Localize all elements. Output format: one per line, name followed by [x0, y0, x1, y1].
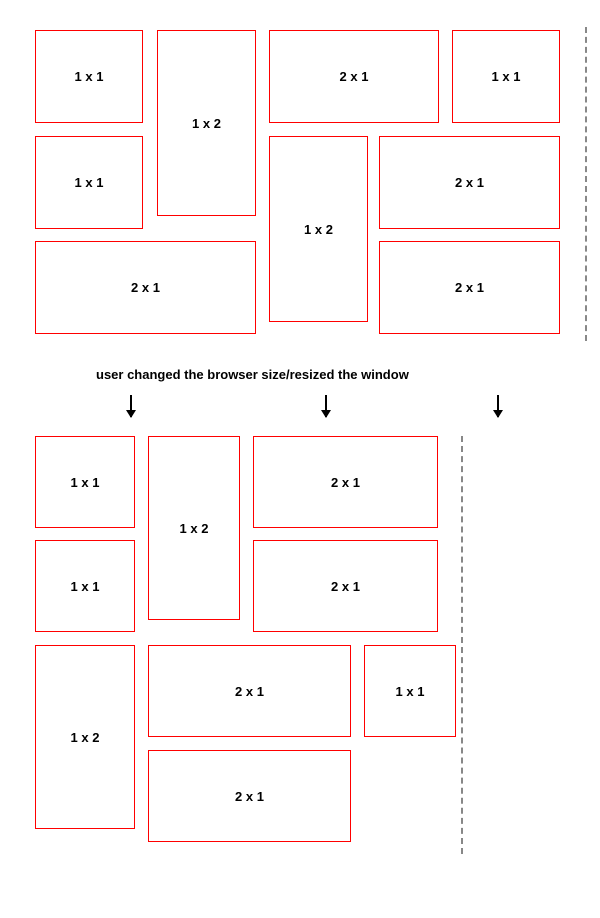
tile-label: 1 x 1: [75, 175, 104, 190]
tile-bottom-7: 1 x 1: [364, 645, 456, 737]
down-arrow-1: [325, 395, 327, 417]
tile-top-1: 1 x 2: [157, 30, 256, 216]
tile-top-8: 2 x 1: [379, 241, 560, 334]
tile-bottom-3: 1 x 1: [35, 540, 135, 632]
tile-bottom-5: 1 x 2: [35, 645, 135, 829]
tile-top-4: 1 x 1: [35, 136, 143, 229]
tile-bottom-4: 2 x 1: [253, 540, 438, 632]
down-arrow-2: [497, 395, 499, 417]
tile-bottom-6: 2 x 1: [148, 645, 351, 737]
tile-bottom-1: 1 x 2: [148, 436, 240, 620]
tile-label: 2 x 1: [235, 684, 264, 699]
tile-label: 1 x 2: [192, 116, 221, 131]
tile-top-5: 1 x 2: [269, 136, 368, 322]
tile-label: 2 x 1: [340, 69, 369, 84]
tile-label: 2 x 1: [331, 475, 360, 490]
resize-caption: user changed the browser size/resized th…: [96, 367, 409, 382]
tile-label: 1 x 1: [71, 475, 100, 490]
tile-label: 1 x 1: [75, 69, 104, 84]
tile-label: 1 x 2: [71, 730, 100, 745]
tile-label: 2 x 1: [235, 789, 264, 804]
viewport-separator-0: [585, 27, 587, 341]
tile-label: 1 x 2: [180, 521, 209, 536]
tile-top-0: 1 x 1: [35, 30, 143, 123]
tile-label: 2 x 1: [455, 175, 484, 190]
tile-label: 1 x 1: [396, 684, 425, 699]
tile-label: 2 x 1: [331, 579, 360, 594]
tile-bottom-0: 1 x 1: [35, 436, 135, 528]
tile-label: 2 x 1: [455, 280, 484, 295]
tile-top-7: 2 x 1: [35, 241, 256, 334]
tile-bottom-2: 2 x 1: [253, 436, 438, 528]
tile-bottom-8: 2 x 1: [148, 750, 351, 842]
down-arrow-0: [130, 395, 132, 417]
tile-top-6: 2 x 1: [379, 136, 560, 229]
tile-label: 1 x 1: [492, 69, 521, 84]
tile-top-2: 2 x 1: [269, 30, 439, 123]
tile-label: 1 x 1: [71, 579, 100, 594]
tile-label: 1 x 2: [304, 222, 333, 237]
tile-top-3: 1 x 1: [452, 30, 560, 123]
viewport-separator-1: [461, 436, 463, 854]
tile-label: 2 x 1: [131, 280, 160, 295]
